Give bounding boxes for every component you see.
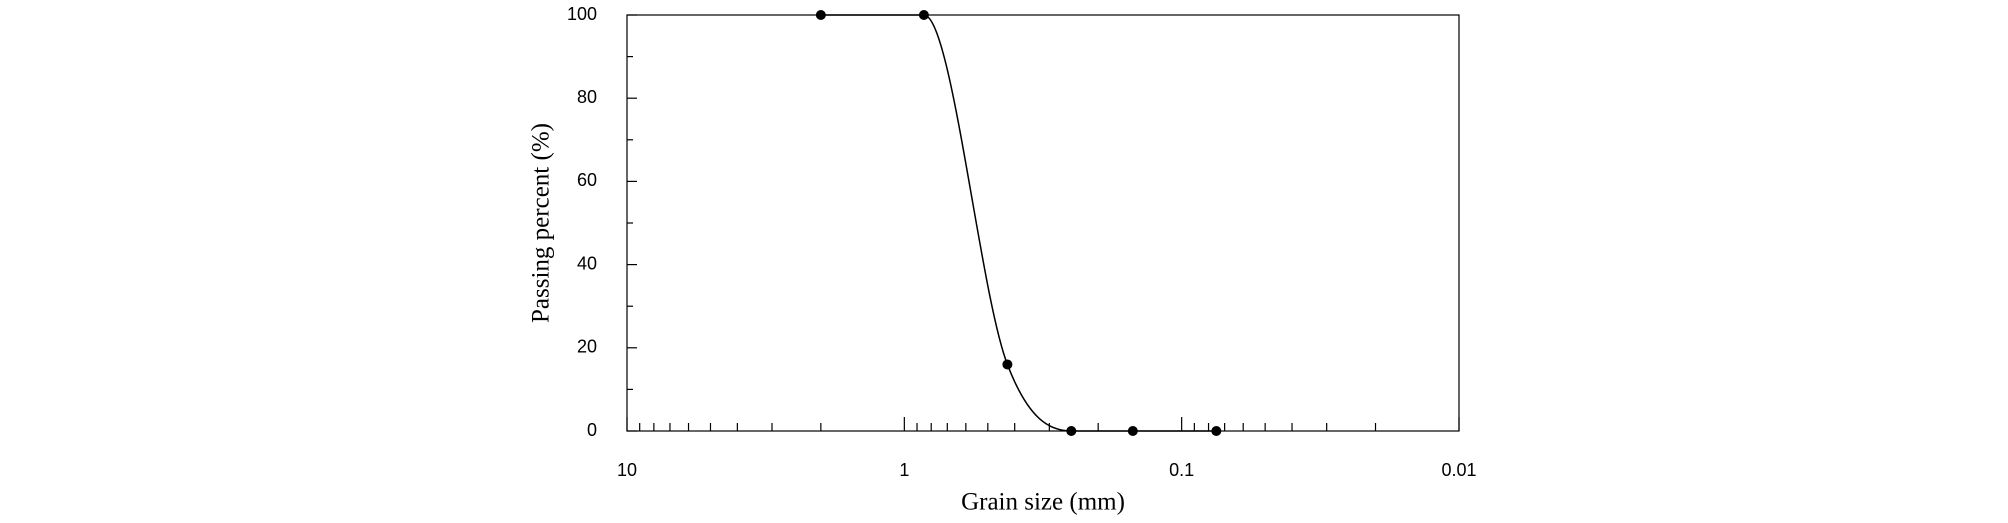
plot-frame: [626, 14, 1460, 432]
data-line: [820, 14, 1217, 432]
y-tick-label: 40: [577, 253, 597, 273]
x-tick-label: 0.1: [1169, 460, 1194, 480]
x-tick-label: 1: [899, 460, 909, 480]
x-axis-label: Grain size (mm): [961, 489, 1125, 516]
data-point: [1211, 426, 1222, 436]
y-tick-label: 80: [577, 87, 597, 107]
y-tick-label: 100: [567, 4, 597, 24]
y-tick-label: 60: [577, 170, 597, 190]
x-tick-label: 0.01: [1441, 460, 1476, 480]
y-axis-label: Passing percent (%): [528, 123, 555, 323]
y-tick-label: 0: [587, 420, 597, 440]
data-point: [918, 10, 929, 20]
data-point: [1002, 359, 1013, 370]
data-point: [815, 10, 826, 20]
data-point: [1066, 426, 1077, 436]
x-tick-label: 10: [617, 460, 637, 480]
data-point: [1127, 426, 1138, 436]
y-tick-label: 20: [577, 337, 597, 357]
